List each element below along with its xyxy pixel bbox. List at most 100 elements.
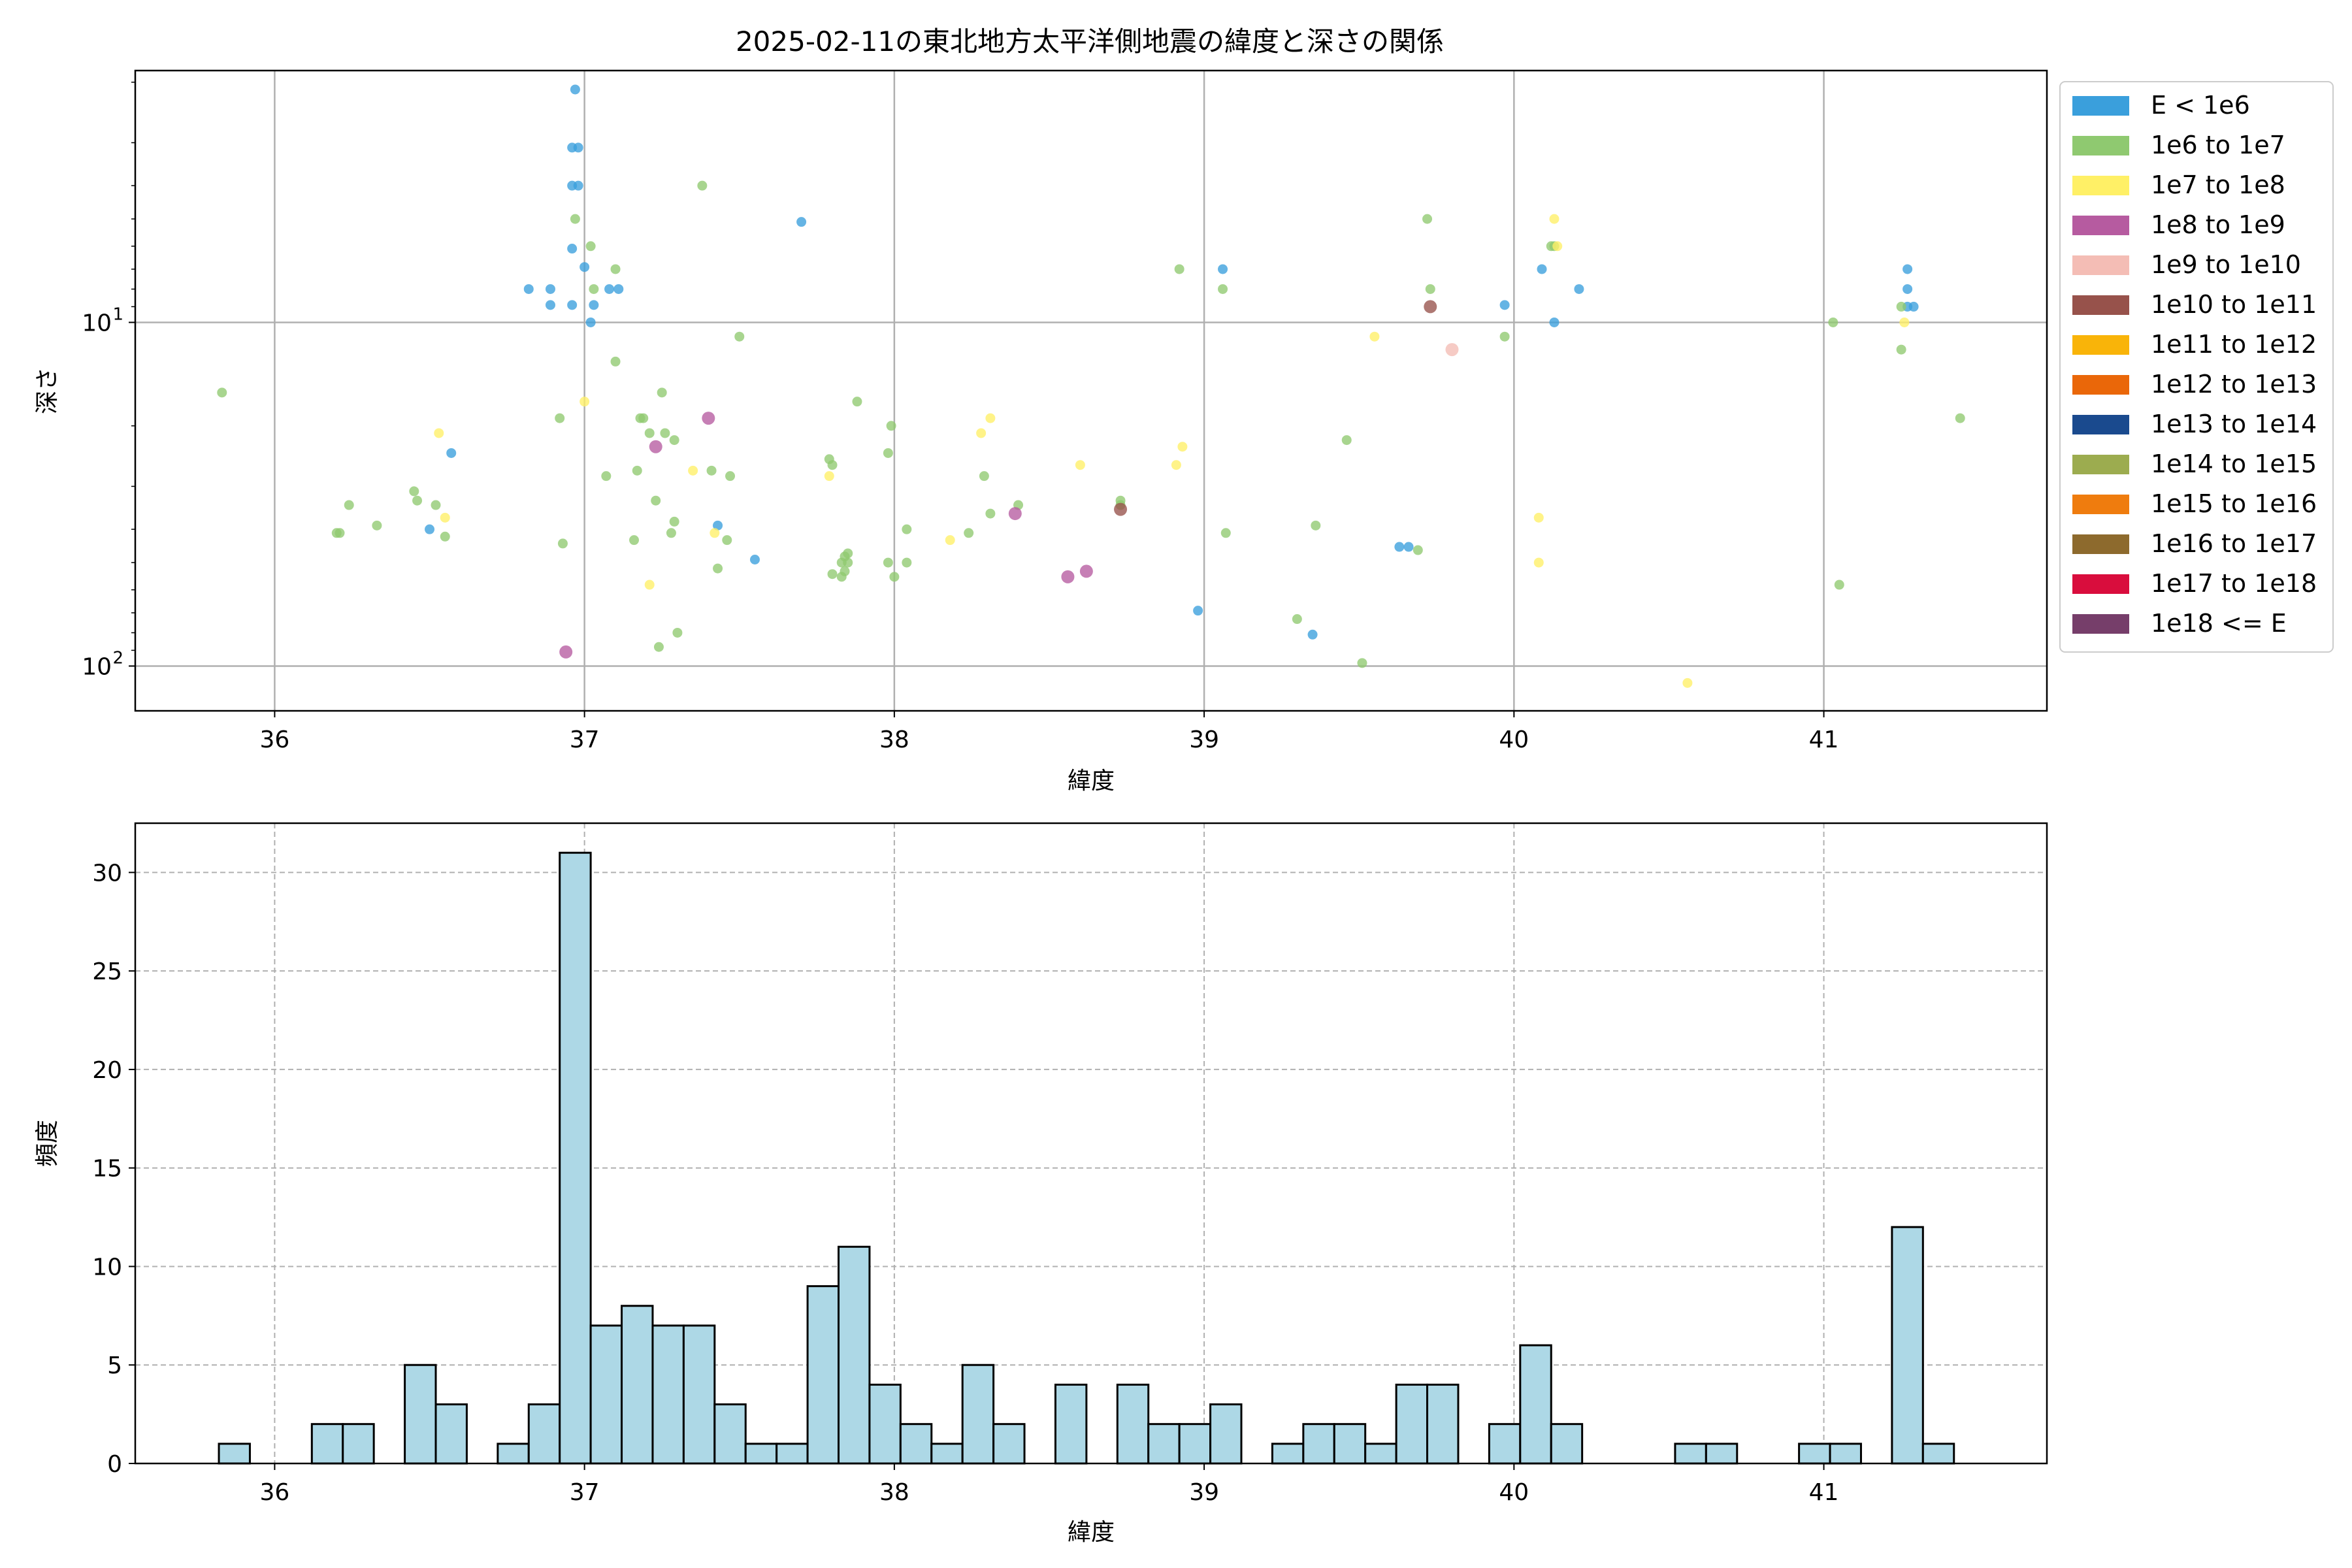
scatter-point (644, 428, 655, 438)
scatter-point (1075, 460, 1085, 470)
scatter-y-tick-label: 10 (82, 310, 112, 336)
scatter-point (796, 217, 807, 227)
scatter-plot-frame (134, 69, 2048, 712)
legend-items: E < 1e6 1e6 to 1e7 1e7 to 1e8 1e8 to 1e9 1e9… (2072, 91, 2317, 638)
scatter-point (649, 440, 662, 453)
scatter-point (749, 554, 760, 564)
scatter-y-label: 深さ (34, 367, 61, 414)
legend-swatch (2072, 415, 2129, 434)
scatter-x-tick-label: 40 (1499, 727, 1529, 753)
scatter-point (1549, 214, 1560, 224)
histogram-bar (806, 1285, 840, 1465)
histogram-bar (1519, 1344, 1552, 1465)
scatter-point (1499, 300, 1510, 310)
legend-swatch (2072, 96, 2129, 116)
legend-swatch (2072, 295, 2129, 315)
histogram-bar (310, 1423, 344, 1465)
scatter-point (1177, 442, 1188, 452)
scatter-point (1899, 317, 1910, 327)
histogram-x-tick-label: 41 (1809, 1479, 1839, 1506)
legend-swatch (2072, 534, 2129, 554)
scatter-point (902, 557, 912, 568)
legend-label: 1e12 to 1e13 (2151, 370, 2317, 399)
legend-label: 1e18 <= E (2151, 609, 2287, 638)
scatter-x-tick-label: 39 (1189, 727, 1219, 753)
scatter-point (523, 284, 534, 294)
histogram-bar (1550, 1423, 1584, 1465)
histogram-bar (1798, 1443, 1831, 1465)
histogram-y-tick-label: 0 (107, 1451, 122, 1478)
scatter-point (1533, 557, 1544, 568)
scatter-point (1008, 507, 1022, 521)
scatter-panel: 2025-02-11の東北地方太平洋側地震の緯度と深さの関係 36 37 38 39 4… (34, 25, 2048, 794)
scatter-point (409, 486, 419, 497)
scatter-point (440, 512, 450, 523)
histogram-x-label: 緯度 (1068, 1519, 1115, 1546)
histogram-bar (1116, 1383, 1150, 1465)
legend-swatch (2072, 216, 2129, 235)
scatter-point (567, 300, 578, 310)
scatter-point (644, 580, 655, 590)
histogram-bar (1364, 1443, 1397, 1465)
scatter-point (559, 645, 573, 659)
histogram-panel: 36 37 38 39 40 41 0 5 10 15 20 25 30 緯度 頻度 (34, 822, 2048, 1546)
histogram-y-label: 頻度 (34, 1120, 61, 1167)
histogram-bar (527, 1403, 561, 1465)
scatter-point (1357, 658, 1367, 668)
scatter-point (601, 471, 612, 482)
scatter-point (651, 495, 661, 506)
scatter-y-tick-exponent: 1 (112, 304, 123, 324)
scatter-point (697, 180, 708, 191)
scatter-y-tick-label: 10 (82, 653, 112, 680)
scatter-point (1311, 520, 1321, 531)
scatter-point (570, 84, 580, 95)
legend-label: 1e15 to 1e16 (2151, 489, 2317, 518)
legend-frame (2059, 81, 2334, 653)
scatter-point (653, 642, 664, 652)
histogram-bar (1395, 1383, 1429, 1465)
scatter-point (545, 300, 555, 310)
scatter-point (824, 471, 834, 482)
scatter-point (580, 262, 590, 272)
scatter-point (889, 572, 900, 582)
scatter-point (589, 300, 599, 310)
scatter-point (979, 471, 989, 482)
scatter-point (702, 412, 715, 425)
histogram-bar (404, 1364, 437, 1465)
histogram-bar (930, 1443, 964, 1465)
histogram-bar (776, 1443, 809, 1465)
scatter-point (1682, 678, 1693, 688)
scatter-point (1903, 284, 1913, 294)
histogram-bar (682, 1324, 716, 1465)
scatter-point (1574, 284, 1584, 294)
scatter-point (706, 465, 717, 476)
scatter-x-tick-label: 38 (879, 727, 909, 753)
scatter-point (570, 214, 580, 224)
scatter-point (1908, 301, 1919, 312)
scatter-point (1834, 580, 1844, 590)
scatter-point (886, 421, 896, 431)
scatter-point (722, 535, 732, 546)
histogram-bar (992, 1423, 1026, 1465)
scatter-x-tick-label: 37 (570, 727, 600, 753)
legend-label: 1e6 to 1e7 (2151, 131, 2285, 159)
scatter-point (945, 535, 955, 546)
scatter-point (585, 317, 596, 327)
scatter-point (1424, 300, 1437, 314)
histogram-y-tick-label: 5 (107, 1352, 122, 1379)
scatter-point (1425, 284, 1435, 294)
scatter-point (713, 520, 723, 531)
scatter-point (688, 465, 698, 476)
scatter-point (713, 563, 723, 574)
histogram-bar (1829, 1443, 1862, 1465)
legend-swatch (2072, 255, 2129, 275)
legend-label: 1e14 to 1e15 (2151, 449, 2317, 478)
histogram-bar (1921, 1443, 1955, 1465)
scatter-point (666, 528, 676, 538)
scatter-point (827, 569, 838, 580)
histogram-x-tick-label: 38 (879, 1479, 909, 1506)
scatter-point (1114, 502, 1128, 516)
scatter-point (613, 284, 624, 294)
histogram-x-tick-label: 40 (1499, 1479, 1529, 1506)
